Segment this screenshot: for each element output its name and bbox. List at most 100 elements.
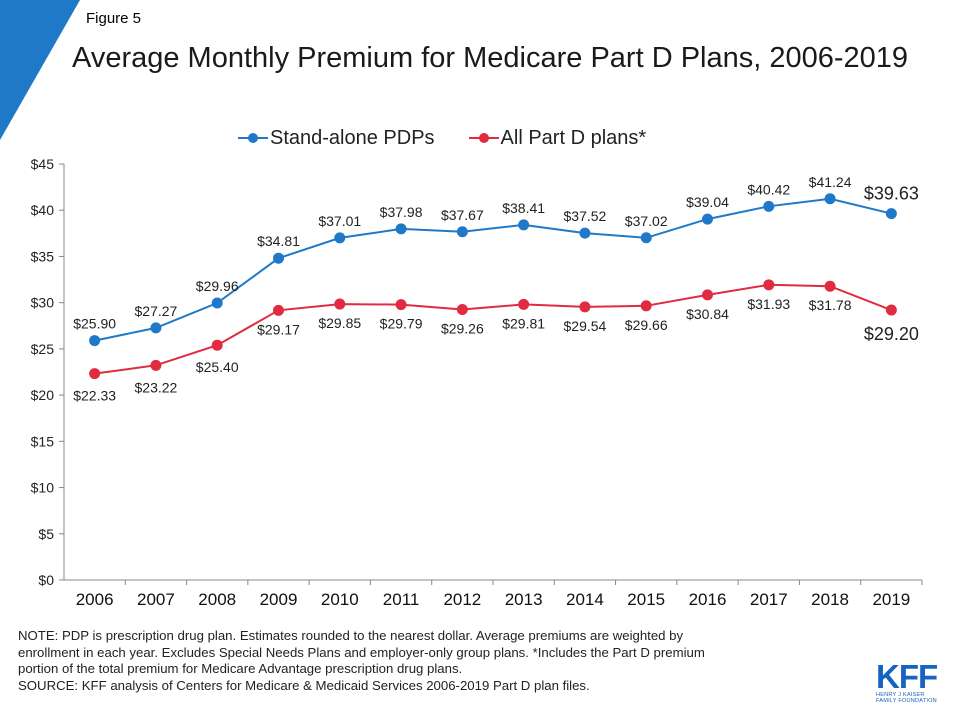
logo-line-2: FAMILY FOUNDATION <box>876 698 937 705</box>
data-label-all-part-d: $31.93 <box>747 296 790 312</box>
data-label-pdp: $40.42 <box>747 181 790 197</box>
x-tick-label: 2013 <box>505 590 543 609</box>
data-point-pdp <box>150 322 162 334</box>
data-point-all-part-d <box>885 304 897 316</box>
data-label-all-part-d: $29.54 <box>564 318 607 334</box>
x-tick-label: 2015 <box>627 590 665 609</box>
data-label-pdp: $25.90 <box>73 316 116 332</box>
data-label-all-part-d: $25.40 <box>196 359 239 375</box>
series-line-all-part-d <box>94 283 892 375</box>
source-line: SOURCE: KFF analysis of Centers for Medi… <box>18 677 590 693</box>
data-label-pdp: $27.27 <box>135 303 178 319</box>
data-point-pdp <box>640 232 652 244</box>
chart-legend: Stand-alone PDPs All Part D plans* <box>238 124 646 152</box>
data-point-pdp <box>334 232 346 244</box>
x-tick-label: 2016 <box>689 590 727 609</box>
data-label-all-part-d: $22.33 <box>73 388 116 404</box>
figure-label: Figure 5 <box>86 10 142 27</box>
data-point-pdp <box>395 223 407 235</box>
note-line: enrollment in each year. Excludes Specia… <box>18 644 705 660</box>
data-label-all-part-d: $29.81 <box>502 315 545 331</box>
x-tick-label: 2008 <box>198 590 236 609</box>
y-tick-label: $15 <box>31 433 55 449</box>
data-label-pdp: $34.81 <box>257 233 300 249</box>
data-point-pdp <box>456 226 468 238</box>
data-point-all-part-d <box>273 304 284 316</box>
x-tick-label: 2007 <box>137 590 175 609</box>
data-point-pdp <box>211 297 223 309</box>
data-point-all-part-d <box>640 300 652 312</box>
note-line: NOTE: PDP is prescription drug plan. Est… <box>18 628 684 643</box>
y-tick-label: $35 <box>31 248 55 264</box>
data-point-pdp <box>763 200 775 212</box>
x-tick-label: 2009 <box>260 590 298 609</box>
note-line: portion of the total premium for Medicar… <box>18 661 463 677</box>
line-chart: $0 $5 $10 $15 $20 $25 $30 $35 $40 $45 2006 2007 2008… <box>31 156 923 609</box>
data-label-pdp: $37.02 <box>625 213 668 229</box>
data-point-pdp <box>702 213 713 225</box>
data-label-all-part-d: $29.66 <box>625 317 668 333</box>
data-point-all-part-d <box>456 304 468 316</box>
x-tick-label: 2012 <box>443 590 481 609</box>
data-label-pdp: $37.01 <box>318 213 361 229</box>
data-label-all-part-d: $29.20 <box>864 324 919 344</box>
data-label-all-part-d: $29.17 <box>257 321 300 337</box>
data-label-pdp: $37.98 <box>380 204 423 220</box>
data-point-all-part-d <box>89 368 101 380</box>
y-tick-label: $25 <box>31 341 55 357</box>
data-point-all-part-d <box>702 289 713 301</box>
y-tick-label: $0 <box>38 572 54 588</box>
data-label-pdp: $39.04 <box>686 194 729 210</box>
data-point-all-part-d <box>150 359 162 371</box>
logo-letters: KFF <box>876 658 938 695</box>
y-tick-label: $20 <box>31 387 55 403</box>
data-label-pdp: $41.24 <box>809 174 852 190</box>
data-point-all-part-d <box>824 280 836 292</box>
y-tick-label: $10 <box>31 480 55 496</box>
series-line-pdp <box>94 197 892 342</box>
x-tick-label: 2006 <box>76 590 114 609</box>
data-point-pdp <box>89 335 101 347</box>
logo-line-1: HENRY J KAISER <box>876 692 925 698</box>
x-tick-label: 2011 <box>383 590 420 609</box>
y-tick-label: $45 <box>31 156 55 172</box>
data-label-all-part-d: $29.26 <box>441 321 484 337</box>
y-tick-label: $40 <box>31 202 55 218</box>
data-point-pdp <box>824 193 836 205</box>
footnote: NOTE: PDP is prescription drug plan. Est… <box>18 628 858 694</box>
data-point-all-part-d <box>334 298 346 310</box>
data-label-pdp: $29.96 <box>196 278 239 294</box>
chart-title: Average Monthly Premium for Medicare Par… <box>72 42 909 74</box>
data-point-pdp <box>885 208 897 220</box>
data-label-pdp: $37.52 <box>564 208 607 224</box>
data-label-all-part-d: $31.78 <box>809 297 852 313</box>
x-tick-label: 2019 <box>872 590 910 609</box>
x-tick-label: 2010 <box>321 590 359 609</box>
data-point-all-part-d <box>763 279 775 291</box>
data-label-pdp: $39.63 <box>864 184 919 204</box>
data-point-pdp <box>518 219 530 231</box>
data-point-pdp <box>579 227 591 239</box>
data-point-all-part-d <box>395 299 407 311</box>
x-tick-label: 2018 <box>811 590 849 609</box>
legend-label-pdp: Stand-alone PDPs <box>270 126 435 149</box>
data-point-all-part-d <box>211 339 223 351</box>
data-point-pdp <box>273 252 284 264</box>
legend-label-all-part-d: All Part D plans* <box>500 126 647 149</box>
y-tick-label: $5 <box>38 526 54 542</box>
corner-accent-triangle <box>0 0 80 140</box>
legend-swatch-pdp <box>238 131 268 145</box>
y-tick-label: $30 <box>31 295 55 311</box>
legend-item-all-part-d: All Part D plans* <box>468 126 647 150</box>
kff-logo: KFF HENRY J KAISER FAMILY FOUNDATION <box>876 658 946 705</box>
x-tick-label: 2014 <box>566 590 604 609</box>
data-label-pdp: $37.67 <box>441 207 484 223</box>
data-point-all-part-d <box>518 298 530 310</box>
legend-swatch-all-part-d <box>468 131 499 145</box>
data-label-all-part-d: $29.85 <box>318 315 361 331</box>
data-label-all-part-d: $30.84 <box>686 306 729 322</box>
data-point-all-part-d <box>579 301 591 313</box>
x-tick-label: 2017 <box>750 590 788 609</box>
data-label-pdp: $38.41 <box>502 200 545 216</box>
data-label-all-part-d: $29.79 <box>380 316 423 332</box>
